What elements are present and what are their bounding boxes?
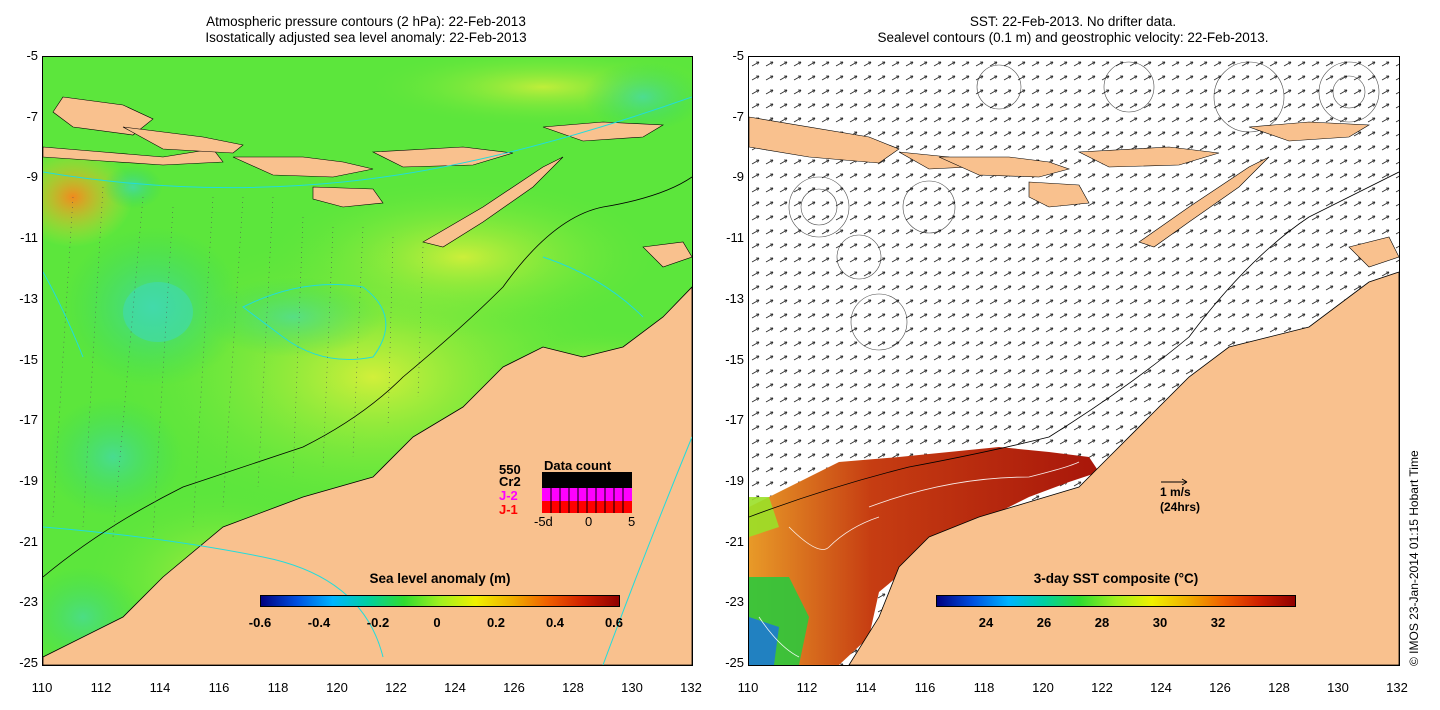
lon-tick: 124 bbox=[1150, 680, 1172, 695]
lon-tick: 126 bbox=[1209, 680, 1231, 695]
lat-tick: -21 bbox=[725, 534, 744, 549]
left-title-line2: Isostatically adjusted sea level anomaly… bbox=[205, 30, 527, 45]
right-colorbar bbox=[936, 595, 1296, 607]
left-colorbar bbox=[260, 595, 620, 607]
lat-tick: -21 bbox=[19, 534, 38, 549]
lat-tick: -19 bbox=[19, 473, 38, 488]
lon-tick: 122 bbox=[385, 680, 407, 695]
lon-tick: 130 bbox=[1327, 680, 1349, 695]
right-colorbar-title: 3-day SST composite (°C) bbox=[1033, 571, 1199, 586]
lat-tick: -9 bbox=[26, 169, 38, 184]
cbar-tick: 26 bbox=[1036, 615, 1052, 630]
lon-tick: 110 bbox=[737, 680, 759, 695]
cbar-tick: 24 bbox=[978, 615, 994, 630]
lat-tick: -23 bbox=[725, 594, 744, 609]
lon-tick: 112 bbox=[90, 680, 112, 695]
lon-tick: 114 bbox=[855, 680, 877, 695]
lat-tick: -23 bbox=[19, 594, 38, 609]
right-title: SST: 22-Feb-2013. No drifter data. Seale… bbox=[748, 14, 1398, 46]
data-count-axis-mid: 0 bbox=[585, 514, 593, 529]
velocity-scale-arrow bbox=[1161, 478, 1188, 486]
left-title: Atmospheric pressure contours (2 hPa): 2… bbox=[42, 14, 690, 46]
lat-tick: -13 bbox=[19, 291, 38, 306]
cbar-tick: 0.6 bbox=[604, 615, 624, 630]
lon-tick: 122 bbox=[1091, 680, 1113, 695]
data-count-title: Data count bbox=[544, 458, 612, 473]
lat-tick: -7 bbox=[26, 109, 38, 124]
lat-tick: -17 bbox=[19, 412, 38, 427]
australia-land-left bbox=[43, 286, 692, 665]
lon-tick: 110 bbox=[31, 680, 53, 695]
data-count-axis-end: 5 bbox=[628, 514, 636, 529]
lat-tick: -25 bbox=[19, 655, 38, 670]
velocity-scale-label: 1 m/s bbox=[1160, 485, 1191, 499]
lat-tick: -19 bbox=[725, 473, 744, 488]
lon-tick: 114 bbox=[149, 680, 171, 695]
cbar-tick: 30 bbox=[1152, 615, 1168, 630]
data-count-histogram bbox=[542, 472, 632, 513]
sst-velocity-field bbox=[749, 57, 1399, 665]
lon-tick: 116 bbox=[208, 680, 230, 695]
sat-j2: J-2 bbox=[499, 488, 518, 503]
lat-tick: -9 bbox=[732, 169, 744, 184]
sat-j1: J-1 bbox=[499, 502, 518, 517]
lon-tick: 128 bbox=[1268, 680, 1290, 695]
lat-tick: -11 bbox=[20, 230, 38, 245]
lat-tick: -11 bbox=[726, 230, 744, 245]
velocity-scale-sublabel: (24hrs) bbox=[1160, 500, 1201, 514]
imos-credit: © IMOS 23-Jan-2014 01:15 Hobart Time bbox=[1407, 450, 1421, 666]
right-title-line1: SST: 22-Feb-2013. No drifter data. bbox=[969, 14, 1177, 29]
data-count-max: 550 bbox=[499, 462, 521, 477]
left-colorbar-title: Sea level anomaly (m) bbox=[369, 571, 511, 586]
lat-tick: -25 bbox=[725, 655, 744, 670]
lat-tick: -13 bbox=[725, 291, 744, 306]
lon-tick: 120 bbox=[1032, 680, 1054, 695]
cbar-tick: 0.4 bbox=[545, 615, 565, 630]
lat-tick: -15 bbox=[19, 352, 38, 367]
data-count-axis-start: -5d bbox=[534, 514, 553, 529]
lat-tick: -5 bbox=[732, 48, 744, 63]
lat-tick: -5 bbox=[26, 48, 38, 63]
lon-tick: 112 bbox=[796, 680, 818, 695]
cbar-tick: -0.4 bbox=[307, 615, 331, 630]
lon-tick: 126 bbox=[503, 680, 525, 695]
lat-tick: -17 bbox=[725, 412, 744, 427]
left-title-line1: Atmospheric pressure contours (2 hPa): 2… bbox=[206, 14, 526, 29]
lon-tick: 124 bbox=[444, 680, 466, 695]
right-title-line2: Sealevel contours (0.1 m) and geostrophi… bbox=[877, 30, 1269, 45]
australia-land-right bbox=[848, 271, 1399, 665]
cbar-tick: 0.2 bbox=[486, 615, 506, 630]
left-map[interactable] bbox=[42, 56, 693, 666]
lat-tick: -7 bbox=[732, 109, 744, 124]
cbar-tick: -0.2 bbox=[366, 615, 390, 630]
cbar-tick: 32 bbox=[1210, 615, 1226, 630]
lon-tick: 120 bbox=[326, 680, 348, 695]
lon-tick: 118 bbox=[267, 680, 289, 695]
lon-tick: 116 bbox=[914, 680, 936, 695]
lon-tick: 118 bbox=[973, 680, 995, 695]
lon-tick: 128 bbox=[562, 680, 584, 695]
lat-tick: -15 bbox=[725, 352, 744, 367]
cbar-tick: -0.6 bbox=[248, 615, 272, 630]
lon-tick: 130 bbox=[621, 680, 643, 695]
cbar-tick: 28 bbox=[1094, 615, 1110, 630]
right-map[interactable] bbox=[748, 56, 1400, 666]
sat-cr2: Cr2 bbox=[499, 474, 521, 489]
lon-tick: 132 bbox=[680, 680, 702, 695]
sea-level-anomaly-field bbox=[43, 57, 692, 665]
lon-tick: 132 bbox=[1386, 680, 1408, 695]
cbar-tick: 0 bbox=[433, 615, 441, 630]
